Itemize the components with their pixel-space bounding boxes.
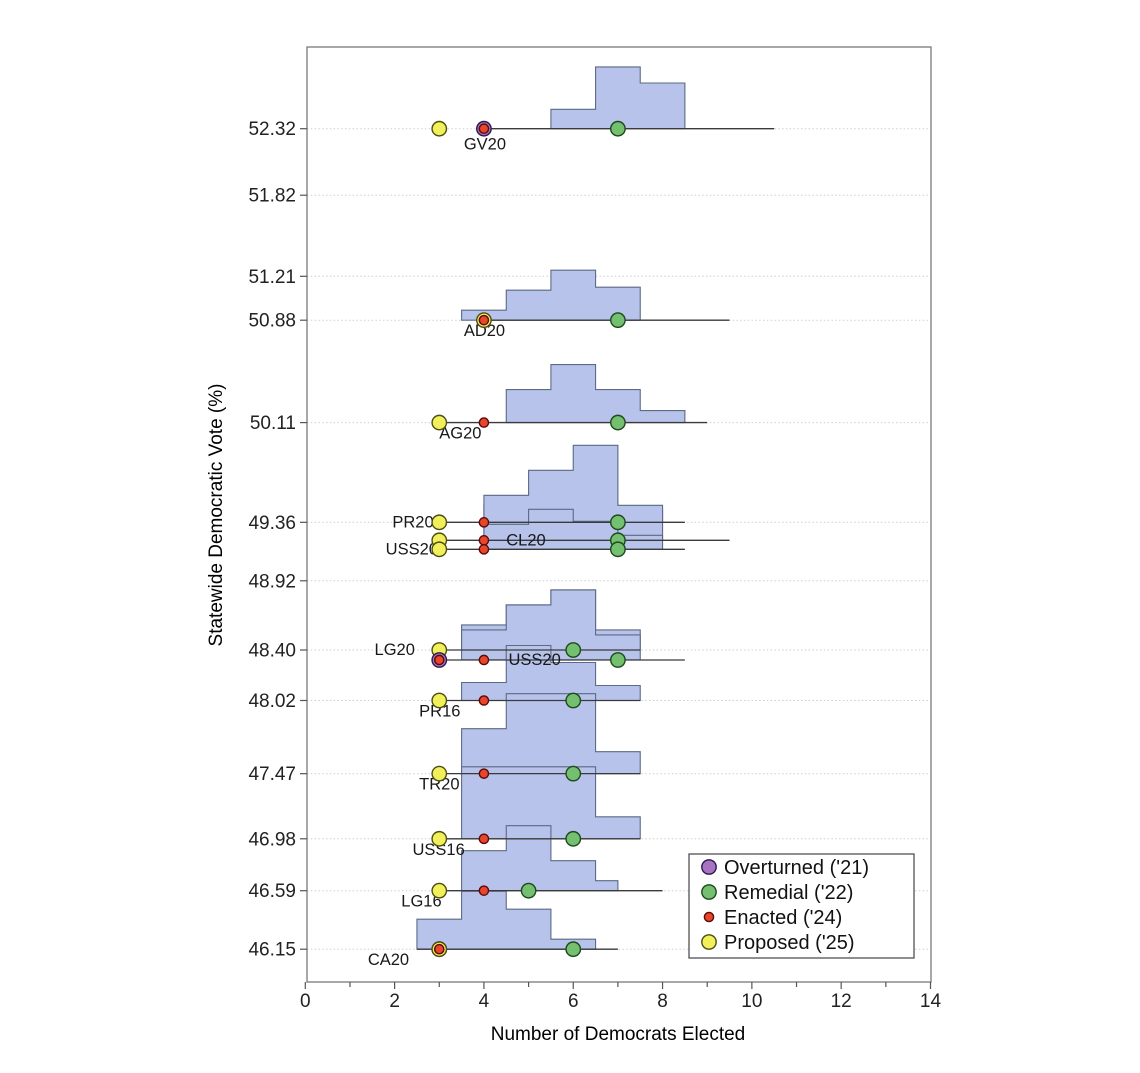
svg-text:46.15: 46.15 <box>248 940 296 961</box>
svg-text:CA20: CA20 <box>368 951 409 969</box>
svg-text:0: 0 <box>300 991 311 1012</box>
svg-text:47.47: 47.47 <box>248 764 296 785</box>
svg-text:GV20: GV20 <box>464 136 506 154</box>
svg-text:8: 8 <box>657 991 668 1012</box>
svg-text:LG20: LG20 <box>375 641 415 659</box>
svg-text:6: 6 <box>568 991 579 1012</box>
svg-text:Overturned ('21): Overturned ('21) <box>724 857 869 879</box>
svg-text:USS20: USS20 <box>508 651 560 669</box>
svg-text:49.36: 49.36 <box>248 513 296 534</box>
svg-text:52.32: 52.32 <box>248 119 296 140</box>
svg-text:51.21: 51.21 <box>248 267 296 288</box>
svg-text:4: 4 <box>479 991 490 1012</box>
svg-text:46.59: 46.59 <box>248 881 296 902</box>
svg-text:46.98: 46.98 <box>248 829 296 850</box>
svg-text:Number of Democrats Elected: Number of Democrats Elected <box>491 1024 746 1045</box>
svg-text:USS20: USS20 <box>386 540 438 558</box>
svg-text:CL20: CL20 <box>506 531 545 549</box>
svg-text:PR20: PR20 <box>392 513 433 531</box>
svg-text:Enacted ('24): Enacted ('24) <box>724 907 842 929</box>
svg-text:51.82: 51.82 <box>248 186 296 207</box>
svg-text:10: 10 <box>741 991 762 1012</box>
svg-text:50.11: 50.11 <box>250 413 296 434</box>
svg-text:50.88: 50.88 <box>248 311 296 332</box>
svg-text:12: 12 <box>831 991 852 1012</box>
svg-text:Proposed ('25): Proposed ('25) <box>724 932 855 954</box>
svg-text:48.92: 48.92 <box>248 571 296 592</box>
svg-text:14: 14 <box>920 991 942 1012</box>
svg-text:Statewide Democratic Vote (%): Statewide Democratic Vote (%) <box>206 384 227 647</box>
svg-text:Remedial ('22): Remedial ('22) <box>724 882 853 904</box>
svg-text:48.02: 48.02 <box>248 691 296 712</box>
svg-text:2: 2 <box>389 991 400 1012</box>
svg-text:48.40: 48.40 <box>248 641 296 662</box>
